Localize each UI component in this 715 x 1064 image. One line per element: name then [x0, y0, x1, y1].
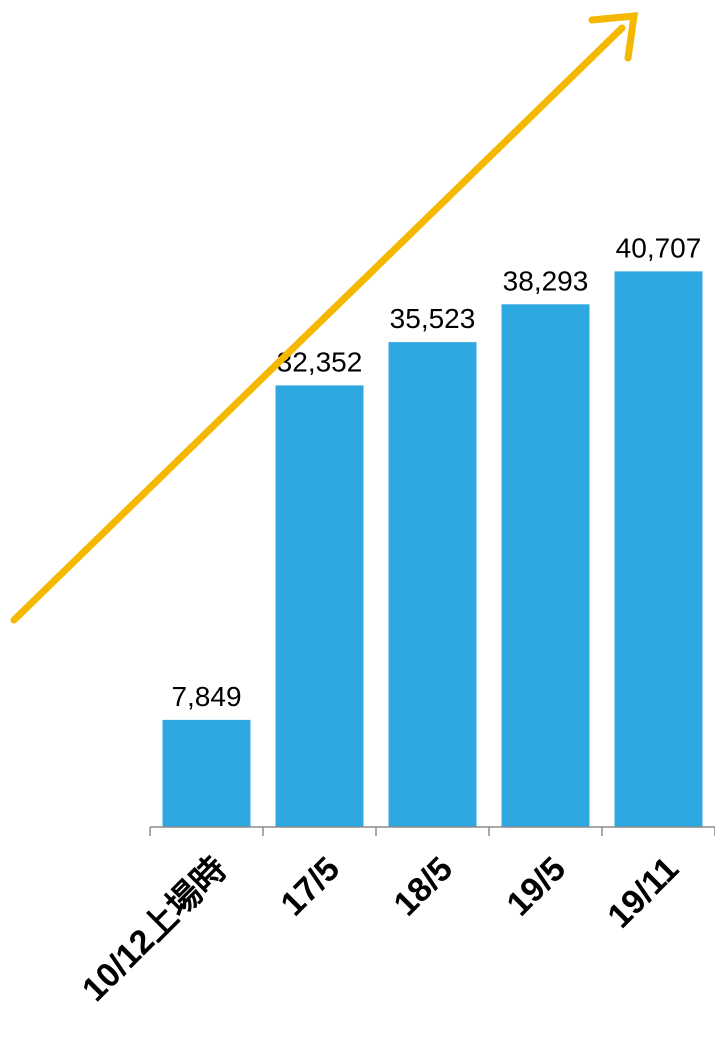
- x-tick-label-2: 18/5: [386, 850, 460, 924]
- bar-value-label-0: 7,849: [171, 681, 241, 712]
- x-tick-labels-group: 10/12上場時 17/5 18/5 19/5 19/11: [75, 850, 686, 1009]
- bar-0: [162, 719, 251, 827]
- x-tick-label-3: 19/5: [499, 850, 573, 924]
- x-tick-label-4: 19/11: [600, 850, 686, 936]
- bar-1: [275, 385, 364, 827]
- bar-3: [501, 304, 590, 827]
- bars-group: [162, 271, 703, 827]
- x-tick-label-1: 17/5: [273, 850, 347, 924]
- bar-2: [388, 342, 477, 827]
- bar-value-label-2: 35,523: [390, 303, 476, 334]
- bar-4: [614, 271, 703, 827]
- bar-value-label-4: 40,707: [616, 232, 702, 263]
- trend-arrow: [10, 12, 639, 624]
- trend-arrow-head: [588, 12, 639, 62]
- trend-arrow-shaft: [10, 24, 626, 624]
- bar-value-label-3: 38,293: [503, 265, 589, 296]
- x-tick-label-0: 10/12上場時: [75, 850, 234, 1009]
- x-axis: [149, 826, 715, 836]
